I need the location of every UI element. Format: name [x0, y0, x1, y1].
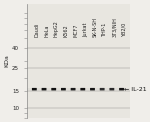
Y-axis label: KDa: KDa — [4, 55, 9, 67]
Text: THP-1: THP-1 — [102, 23, 107, 37]
FancyBboxPatch shape — [80, 88, 85, 90]
Text: SK-N-SH: SK-N-SH — [93, 17, 98, 37]
FancyBboxPatch shape — [71, 88, 75, 90]
FancyBboxPatch shape — [51, 88, 56, 90]
Text: Jurkat: Jurkat — [83, 23, 88, 37]
FancyBboxPatch shape — [119, 88, 124, 90]
Text: Daudi: Daudi — [34, 23, 39, 37]
FancyBboxPatch shape — [110, 88, 114, 90]
Text: HeLa: HeLa — [44, 25, 49, 37]
Text: HepG2: HepG2 — [54, 20, 59, 37]
FancyBboxPatch shape — [61, 88, 66, 90]
FancyBboxPatch shape — [42, 88, 46, 90]
Text: 3T3/NIH: 3T3/NIH — [112, 17, 117, 37]
Text: K562: K562 — [63, 24, 68, 37]
Text: ← IL-21: ← IL-21 — [124, 87, 147, 92]
FancyBboxPatch shape — [32, 88, 37, 90]
FancyBboxPatch shape — [100, 88, 105, 90]
Text: YB2/0: YB2/0 — [122, 23, 127, 37]
FancyBboxPatch shape — [90, 88, 95, 90]
Text: MCF7: MCF7 — [73, 24, 78, 37]
